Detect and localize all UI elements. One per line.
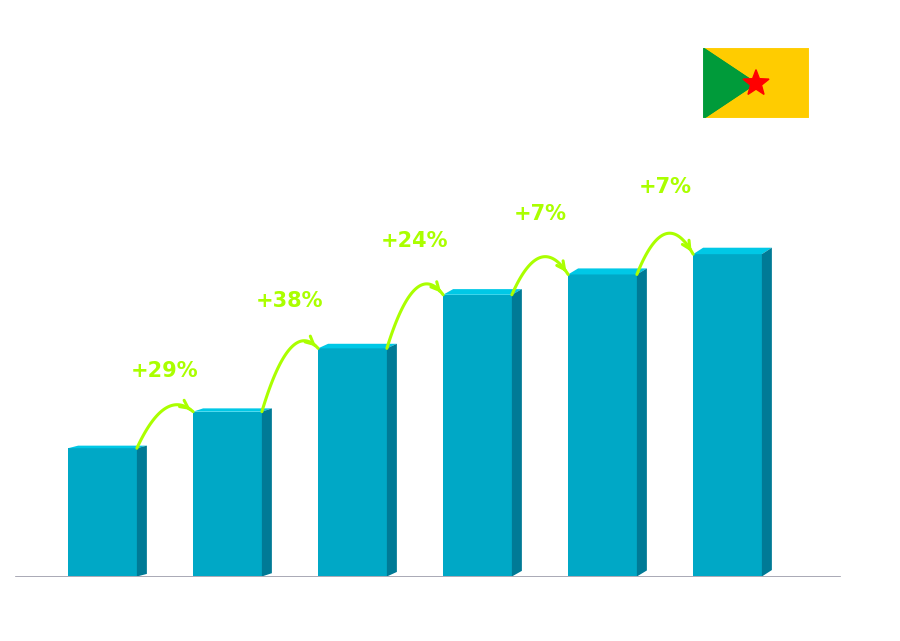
Polygon shape [702,47,756,119]
Bar [318,348,387,576]
Polygon shape [443,289,522,295]
Text: Internal Auditor: Internal Auditor [23,153,219,176]
Polygon shape [68,445,147,448]
Text: 1,580 EUR: 1,580 EUR [55,418,150,436]
Text: Average Monthly Salary: Average Monthly Salary [857,238,871,403]
Polygon shape [702,47,810,119]
Polygon shape [512,289,522,576]
Polygon shape [743,70,769,94]
Text: 3,720 EUR: 3,720 EUR [554,244,651,262]
Polygon shape [756,47,810,119]
Bar [194,412,262,576]
Text: +29%: +29% [131,361,199,381]
Polygon shape [762,247,772,576]
Text: Salary Comparison By Experience: Salary Comparison By Experience [23,92,758,130]
Polygon shape [568,269,647,274]
Text: 3,470 EUR: 3,470 EUR [429,265,526,283]
Text: +38%: +38% [256,291,324,311]
Polygon shape [194,408,272,412]
Text: +7%: +7% [638,178,691,197]
Bar [443,295,512,576]
Bar [68,448,137,576]
Text: 2,810 EUR: 2,810 EUR [304,318,400,336]
Bar [693,254,762,576]
Polygon shape [702,47,756,119]
Text: salaryexplorer.com: salaryexplorer.com [364,617,536,635]
Polygon shape [387,344,397,576]
Text: 3,970 EUR: 3,970 EUR [680,224,776,242]
Bar [568,274,637,576]
Polygon shape [318,344,397,348]
Text: 2,030 EUR: 2,030 EUR [179,381,275,399]
Polygon shape [693,247,772,254]
Text: +7%: +7% [514,204,566,224]
Polygon shape [637,269,647,576]
Text: +24%: +24% [382,231,449,251]
Polygon shape [262,408,272,576]
Polygon shape [137,445,147,576]
